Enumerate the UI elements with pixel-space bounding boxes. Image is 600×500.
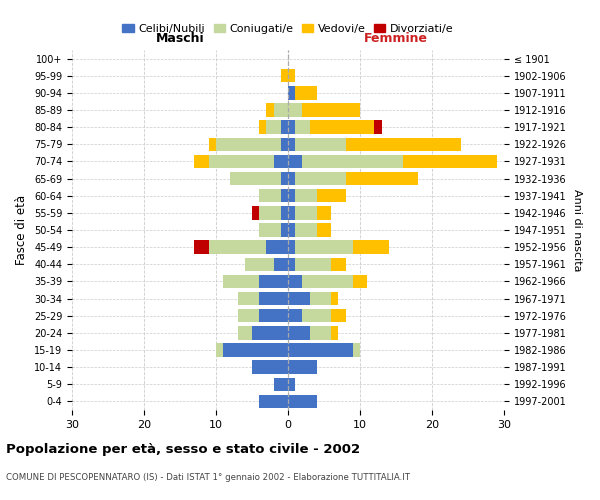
Bar (374, 120, 382, 134)
Bar (288, 86, 295, 100)
Bar (259, 206, 281, 220)
Bar (302, 154, 403, 168)
Bar (288, 240, 295, 254)
Bar (259, 309, 288, 322)
Bar (209, 138, 216, 151)
Text: Femmine: Femmine (364, 32, 428, 45)
Bar (252, 360, 288, 374)
Bar (353, 344, 360, 356)
Bar (295, 258, 331, 271)
Bar (295, 138, 346, 151)
Bar (281, 172, 288, 186)
Y-axis label: Fasce di età: Fasce di età (16, 195, 28, 265)
Text: Maschi: Maschi (155, 32, 205, 45)
Bar (295, 86, 317, 100)
Bar (288, 120, 295, 134)
Bar (403, 154, 497, 168)
Bar (331, 292, 338, 306)
Bar (288, 309, 302, 322)
Bar (209, 240, 266, 254)
Bar (288, 189, 295, 202)
Bar (194, 154, 209, 168)
Bar (216, 344, 223, 356)
Bar (245, 258, 274, 271)
Bar (281, 120, 288, 134)
Text: COMUNE DI PESCOPENNATARO (IS) - Dati ISTAT 1° gennaio 2002 - Elaborazione TUTTIT: COMUNE DI PESCOPENNATARO (IS) - Dati IST… (6, 472, 410, 482)
Bar (302, 274, 353, 288)
Bar (288, 69, 295, 82)
Bar (259, 292, 288, 306)
Bar (317, 224, 331, 236)
Bar (259, 189, 281, 202)
Bar (288, 344, 353, 356)
Bar (346, 172, 418, 186)
Bar (331, 326, 338, 340)
Bar (288, 292, 310, 306)
Bar (238, 292, 259, 306)
Bar (288, 360, 317, 374)
Bar (238, 309, 259, 322)
Bar (295, 120, 310, 134)
Bar (281, 206, 288, 220)
Bar (259, 224, 281, 236)
Bar (288, 138, 295, 151)
Bar (288, 206, 295, 220)
Bar (288, 172, 295, 186)
Bar (281, 224, 288, 236)
Bar (288, 394, 317, 408)
Bar (288, 104, 302, 117)
Bar (223, 274, 259, 288)
Bar (317, 206, 331, 220)
Bar (353, 274, 367, 288)
Bar (288, 378, 295, 391)
Bar (310, 292, 331, 306)
Bar (194, 240, 209, 254)
Bar (288, 326, 310, 340)
Bar (274, 154, 288, 168)
Bar (310, 326, 331, 340)
Bar (295, 189, 317, 202)
Bar (331, 309, 346, 322)
Bar (266, 104, 274, 117)
Bar (230, 172, 281, 186)
Bar (353, 240, 389, 254)
Bar (288, 274, 302, 288)
Bar (295, 172, 346, 186)
Bar (223, 344, 288, 356)
Y-axis label: Anni di nascita: Anni di nascita (572, 188, 582, 271)
Bar (310, 120, 374, 134)
Bar (295, 240, 353, 254)
Bar (302, 309, 331, 322)
Bar (281, 189, 288, 202)
Bar (209, 154, 274, 168)
Legend: Celibi/Nubili, Coniugati/e, Vedovi/e, Divorziati/e: Celibi/Nubili, Coniugati/e, Vedovi/e, Di… (118, 20, 458, 38)
Bar (259, 274, 288, 288)
Bar (238, 326, 252, 340)
Bar (252, 326, 288, 340)
Bar (216, 138, 281, 151)
Bar (346, 138, 461, 151)
Bar (266, 120, 281, 134)
Bar (274, 378, 288, 391)
Bar (281, 138, 288, 151)
Text: Popolazione per età, sesso e stato civile - 2002: Popolazione per età, sesso e stato civil… (6, 442, 360, 456)
Bar (288, 154, 302, 168)
Bar (317, 189, 346, 202)
Bar (288, 258, 295, 271)
Bar (274, 258, 288, 271)
Bar (266, 240, 288, 254)
Bar (281, 69, 288, 82)
Bar (331, 258, 346, 271)
Bar (274, 104, 288, 117)
Bar (252, 206, 259, 220)
Bar (259, 394, 288, 408)
Bar (288, 224, 295, 236)
Bar (259, 120, 266, 134)
Bar (302, 104, 360, 117)
Bar (295, 206, 317, 220)
Bar (295, 224, 317, 236)
